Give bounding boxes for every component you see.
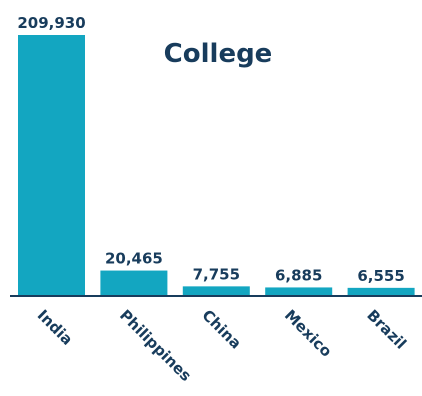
value-label-philippines: 20,465 — [105, 250, 163, 268]
category-labels-group: India Philippines China Mexico Brazil — [34, 306, 410, 385]
category-label-mexico: Mexico — [281, 306, 336, 361]
bar-india — [18, 35, 85, 296]
category-label-brazil: Brazil — [363, 306, 410, 353]
bar-china — [182, 286, 250, 296]
category-label-philippines: Philippines — [116, 306, 195, 385]
bars-group — [18, 35, 415, 296]
value-label-china: 7,755 — [193, 265, 240, 283]
value-label-mexico: 6,885 — [275, 266, 322, 284]
category-label-india: India — [34, 306, 77, 349]
bar-philippines — [100, 270, 168, 296]
value-labels-group: 209,930 20,465 7,755 6,885 6,555 — [17, 14, 404, 285]
value-label-brazil: 6,555 — [357, 267, 404, 285]
chart-title: College — [164, 39, 273, 69]
category-label-china: China — [198, 306, 244, 352]
bar-mexico — [265, 287, 333, 296]
bar-brazil — [347, 287, 415, 296]
value-label-india: 209,930 — [17, 14, 85, 32]
